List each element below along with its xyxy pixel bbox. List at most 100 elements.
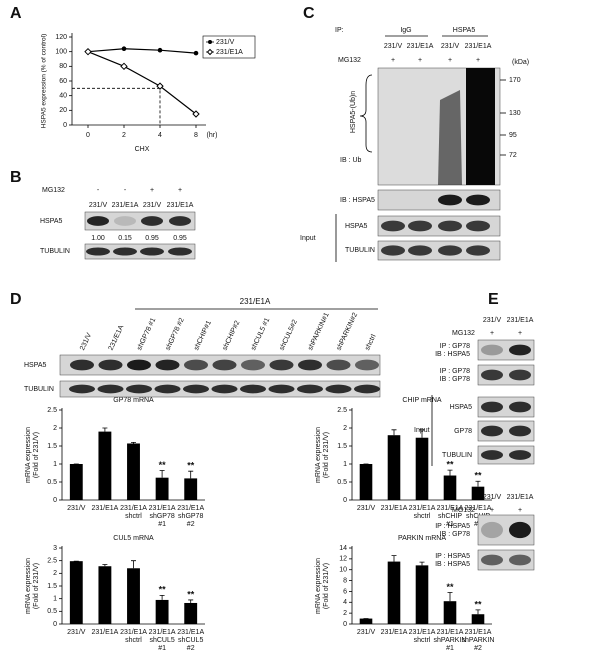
point [121, 46, 127, 52]
row-label: TUBULIN [442, 452, 472, 459]
error-bar [419, 429, 425, 438]
y-tick-label: 1.5 [47, 583, 57, 590]
x-tick-label: 231/E1A shCUL5 #1 [149, 629, 176, 652]
panel-label: B [10, 169, 22, 186]
row-label: HSPA5 [40, 218, 63, 225]
treatment-sign: + [476, 57, 480, 64]
blot-band [438, 220, 462, 232]
lane-label: 231/E1A [407, 43, 434, 50]
blot-band [466, 194, 490, 206]
bar [443, 601, 457, 624]
treatment-sign: + [490, 330, 494, 337]
bar [387, 561, 401, 624]
blot-band [155, 359, 180, 371]
blot-band [481, 521, 503, 539]
legend-marker [208, 40, 212, 44]
blot-band [86, 247, 110, 256]
y-tick-label: 2 [343, 610, 347, 617]
y-tick-label: 0 [343, 621, 347, 628]
treatment-sign: + [178, 187, 182, 194]
legend-marker [206, 48, 214, 56]
y-axis-label: HSPA5 expression (% of control) [41, 34, 48, 129]
y-tick-label: 0 [63, 122, 67, 129]
blot-band [113, 247, 137, 256]
y-tick-label: 1 [53, 461, 57, 468]
point [193, 50, 199, 56]
bar [98, 566, 112, 624]
blot-band [481, 450, 503, 460]
label-line: #1 [446, 521, 454, 528]
treatment-sign: + [448, 57, 452, 64]
error-bar [475, 480, 481, 487]
x-tick-label: 231/E1A shCHIP #1 [437, 505, 464, 528]
point [84, 47, 92, 56]
ib-label: IB : GP78 [440, 376, 470, 383]
label-line: #2 [474, 645, 482, 652]
y-tick-label: 8 [343, 577, 347, 584]
panel-label: A [10, 5, 22, 22]
input-label: Input [414, 427, 430, 434]
lane-label: 231/E1A [108, 324, 126, 352]
blot-band [87, 216, 109, 226]
y-tick-label: 100 [55, 49, 67, 56]
bar [69, 464, 83, 500]
panel-label: E [488, 291, 499, 308]
error-bar [188, 599, 194, 603]
y-tick-label: 2 [53, 425, 57, 432]
label-line: shGP78 [149, 513, 174, 520]
error-bar [159, 594, 165, 600]
error-bar [159, 470, 165, 478]
blot-band [381, 245, 405, 256]
blot-band [326, 359, 351, 371]
significance: ** [474, 599, 482, 609]
bar [415, 565, 429, 624]
treatment-label: MG132 [452, 507, 475, 514]
y-tick-label: 6 [343, 588, 347, 595]
label-line: shCUL5 [149, 637, 174, 644]
significance: ** [187, 589, 195, 599]
row-label: HSPA5 [24, 362, 47, 369]
bar [155, 599, 169, 624]
y-axis-label: mRNA expression [25, 558, 32, 614]
treatment-sign: + [490, 507, 494, 514]
significance: ** [159, 460, 167, 470]
quantification: 1.00 [91, 235, 105, 242]
chart-title: GP78 mRNA [113, 397, 154, 404]
treatment-label: MG132 [452, 330, 475, 337]
row-label: TUBULIN [24, 386, 54, 393]
lane-label: shCUL5 #1 [250, 317, 271, 352]
blot-band [466, 245, 490, 256]
lane-label: shGP78 #1 [136, 317, 157, 352]
ib-label: IB : GP78 [440, 531, 470, 538]
error-bar [447, 592, 453, 602]
smear-label: HSPA5-(Ub)n [350, 91, 357, 133]
quantification: 0.15 [118, 235, 132, 242]
x-tick-label: 231/V [357, 505, 376, 512]
x-tick-label: 231/E1A shPARKIN #2 [462, 629, 495, 652]
y-tick-label: 12 [339, 556, 347, 563]
blot-band [168, 247, 192, 256]
bar [184, 478, 198, 500]
lane-label: 231/E1A [112, 202, 139, 209]
y-tick-label: 2 [343, 425, 347, 432]
blot-band [509, 450, 531, 460]
label-line: 231/E1A [149, 505, 176, 512]
bar [359, 464, 373, 500]
y-tick-label: 3 [53, 545, 57, 552]
x-tick-label: 231/E1A [381, 505, 408, 512]
x-tick-label: 231/E1A shctrl [120, 629, 147, 644]
blot-band [240, 384, 266, 394]
y-tick-label: 2.5 [47, 558, 57, 565]
blot-band [268, 384, 295, 394]
lane-label: shCUL5#2 [279, 319, 299, 352]
x-tick-label: 231/E1A [381, 629, 408, 636]
y-tick-label: 0.5 [337, 479, 347, 486]
significance: ** [474, 471, 482, 481]
ubiquitin-smear [438, 90, 462, 185]
bar [155, 477, 169, 500]
series-line [87, 51, 197, 115]
treatment-sign: + [418, 57, 422, 64]
x-tick-label: 231/E1A shctrl [409, 629, 436, 644]
y-tick-label: 4 [343, 599, 347, 606]
label-line: 231/E1A [120, 629, 147, 636]
